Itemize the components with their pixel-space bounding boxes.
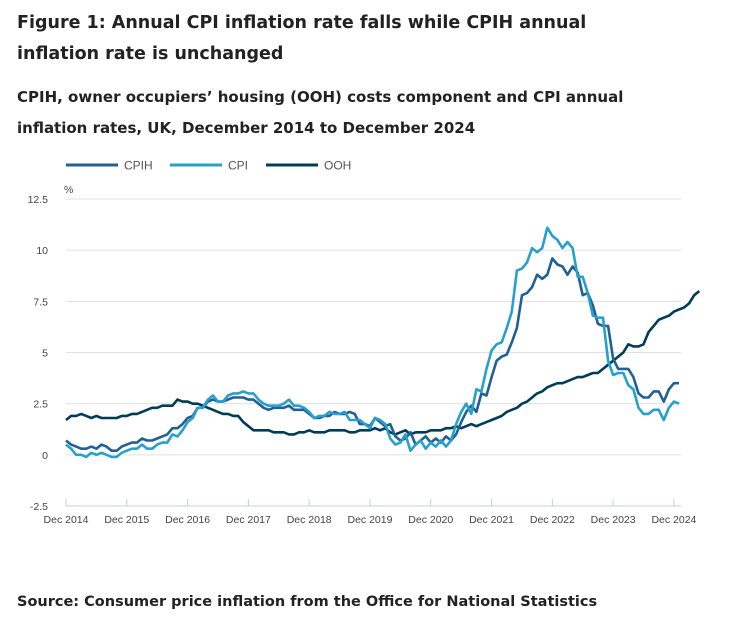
x-tick-label: Dec 2018 <box>287 514 332 526</box>
gridlines <box>66 198 681 456</box>
legend-item-cpi[interactable]: CPI <box>170 159 248 173</box>
y-tick-label: -2.5 <box>30 501 48 513</box>
series-line-ooh <box>65 290 701 436</box>
y-axis: 12.5 10 7.5 5 2.5 0 -2.5 <box>28 194 49 513</box>
x-axis: Dec 2014 Dec 2015 Dec 2016 Dec 2017 Dec 2018… <box>44 499 697 526</box>
line-chart: CPIH CPI OOH % 12.5 10 7.5 5 2.5 0 -2.5 Dec 2014… <box>28 159 701 526</box>
source-note: Source: Consumer price inflation from th… <box>17 594 598 610</box>
y-axis-unit-label: % <box>64 184 73 196</box>
chart-subtitle: CPIH, owner occupiers’ housing (OOH) cos… <box>17 88 624 137</box>
y-tick-label: 12.5 <box>28 194 49 206</box>
legend-label: CPIH <box>124 159 153 173</box>
x-tick-label: Dec 2014 <box>44 514 89 526</box>
x-tick-label: Dec 2021 <box>469 514 514 526</box>
x-tick-label: Dec 2023 <box>591 514 636 526</box>
x-tick-label: Dec 2019 <box>347 514 392 526</box>
x-tick-label: Dec 2016 <box>165 514 210 526</box>
legend-label: CPI <box>228 159 248 173</box>
legend-item-ooh[interactable]: OOH <box>266 159 351 173</box>
series-line-cpi <box>65 226 680 459</box>
x-tick-label: Dec 2017 <box>226 514 271 526</box>
y-tick-label: 5 <box>42 348 48 360</box>
legend-label: OOH <box>324 159 351 173</box>
figure-title: Figure 1: Annual CPI inflation rate fall… <box>17 13 587 64</box>
legend: CPIH CPI OOH <box>66 159 351 173</box>
series-group <box>65 226 701 459</box>
x-tick-label: Dec 2015 <box>104 514 149 526</box>
x-tick-label: Dec 2024 <box>651 514 696 526</box>
legend-item-cpih[interactable]: CPIH <box>66 159 153 173</box>
y-tick-label: 10 <box>36 245 48 257</box>
y-tick-label: 7.5 <box>33 296 48 308</box>
x-tick-label: Dec 2022 <box>530 514 575 526</box>
y-tick-label: 2.5 <box>33 399 48 411</box>
y-tick-label: 0 <box>42 450 48 462</box>
x-tick-label: Dec 2020 <box>408 514 453 526</box>
